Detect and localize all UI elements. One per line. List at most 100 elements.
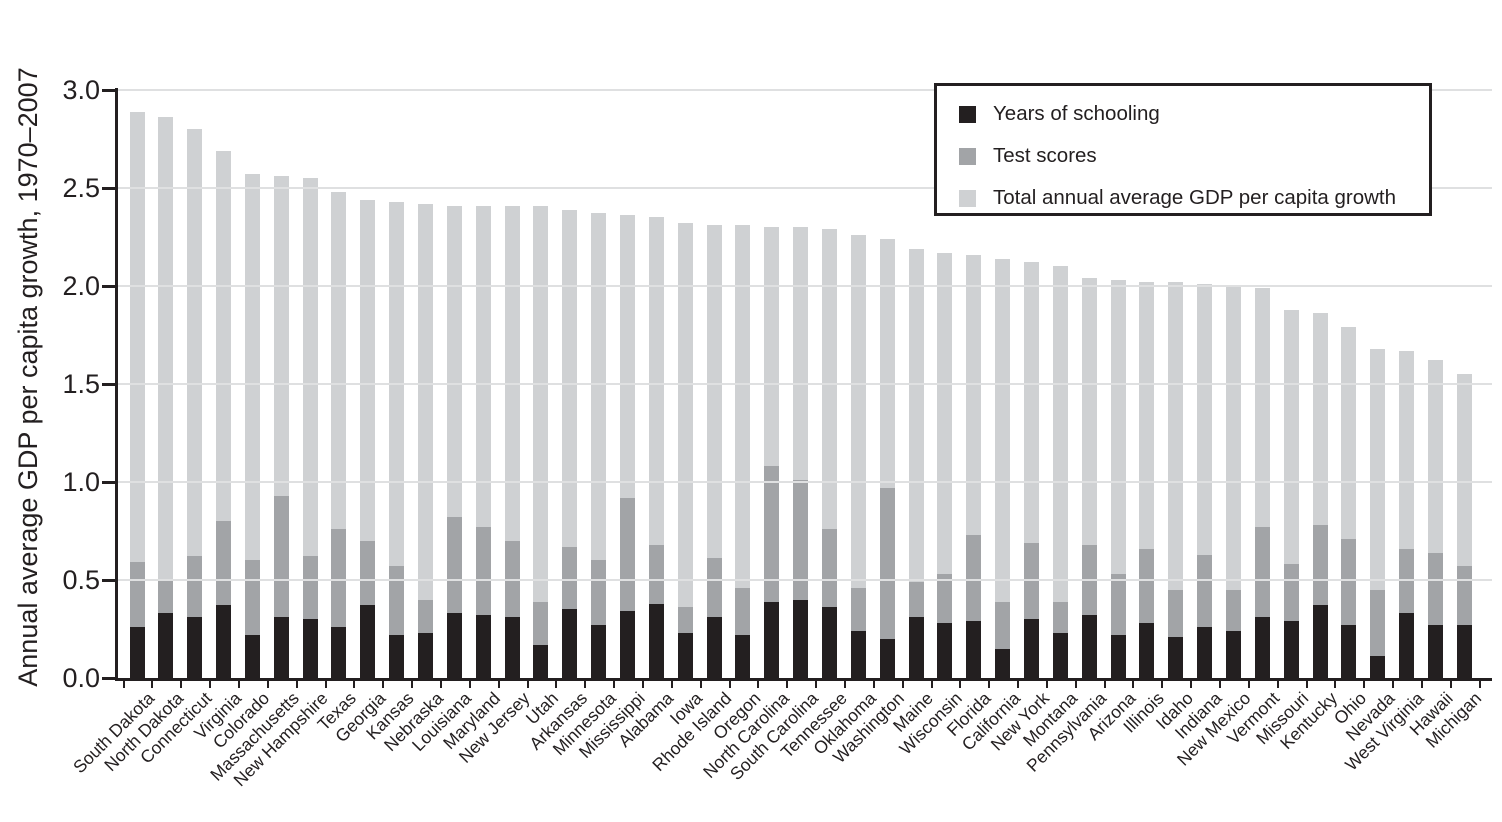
bar-hawaii-test-scores-segment (1427, 552, 1443, 626)
x-tick (439, 678, 442, 688)
bar-washington-schooling-segment (879, 638, 895, 678)
x-tick (699, 678, 702, 688)
bar-florida-schooling-segment (966, 621, 982, 678)
bar-montana-test-scores-segment (1052, 601, 1068, 633)
gridline (118, 89, 1492, 91)
bar-indiana-test-scores-segment (1197, 554, 1213, 628)
bar-new-mexico-schooling-segment (1225, 630, 1241, 678)
x-tick (1190, 678, 1193, 688)
bar-oregon-total-remainder-segment (735, 225, 751, 588)
bar-washington-total-remainder-segment (879, 238, 895, 488)
x-tick (209, 678, 212, 688)
bar-massachusetts-total-remainder-segment (273, 176, 289, 496)
bar-rhode-island-test-scores-segment (706, 558, 722, 618)
x-tick (728, 678, 731, 688)
bar-north-dakota-schooling-segment (158, 613, 174, 678)
bar-michigan-test-scores-segment (1456, 566, 1472, 626)
gridline (118, 481, 1492, 483)
bar-rhode-island-total-remainder-segment (706, 225, 722, 559)
bar-utah-test-scores-segment (533, 601, 549, 645)
test-scores-swatch-icon (959, 147, 976, 165)
bar-ohio-total-remainder-segment (1341, 327, 1357, 539)
bar-south-carolina-test-scores-segment (793, 480, 809, 600)
bar-wisconsin-test-scores-segment (937, 574, 953, 624)
bar-rhode-island-schooling-segment (706, 617, 722, 678)
bar-minnesota-test-scores-segment (591, 560, 607, 626)
x-tick (843, 678, 846, 688)
x-tick (1334, 678, 1337, 688)
bar-kansas-test-scores-segment (389, 566, 405, 635)
x-tick (237, 678, 240, 688)
bar-new-jersey-schooling-segment (504, 617, 520, 678)
bar-kentucky-test-scores-segment (1312, 525, 1328, 606)
years-of-schooling-swatch-icon (959, 105, 976, 123)
bar-missouri-test-scores-segment (1283, 564, 1299, 622)
bar-north-dakota-total-remainder-segment (158, 117, 174, 580)
bar-colorado-schooling-segment (244, 634, 260, 678)
x-tick (1305, 678, 1308, 688)
bar-nevada-schooling-segment (1370, 656, 1386, 678)
bar-north-carolina-total-remainder-segment (764, 227, 780, 467)
bar-connecticut-test-scores-segment (187, 556, 203, 618)
bar-maine-schooling-segment (908, 617, 924, 678)
bar-south-dakota-schooling-segment (129, 627, 145, 678)
x-tick (180, 678, 183, 688)
bar-new-mexico-total-remainder-segment (1225, 286, 1241, 590)
y-tick-label: 0.0 (62, 663, 100, 693)
bar-virginia-schooling-segment (216, 605, 232, 678)
y-tick-label: 0.5 (62, 565, 100, 595)
bar-california-total-remainder-segment (995, 258, 1011, 602)
bar-new-hampshire-test-scores-segment (302, 556, 318, 620)
legend-label: Total annual average GDP per capita grow… (993, 186, 1397, 209)
x-tick (295, 678, 298, 688)
bar-virginia-test-scores-segment (216, 521, 232, 606)
y-tick (102, 480, 115, 484)
bar-florida-total-remainder-segment (966, 254, 982, 535)
y-tick-label: 1.5 (62, 369, 100, 399)
bar-new-york-total-remainder-segment (1024, 262, 1039, 543)
bar-california-test-scores-segment (995, 601, 1011, 649)
bar-minnesota-total-remainder-segment (591, 213, 607, 561)
bar-mississippi-schooling-segment (620, 611, 636, 678)
bar-ohio-schooling-segment (1341, 625, 1357, 678)
bar-north-dakota-test-scores-segment (158, 580, 174, 614)
bar-alabama-schooling-segment (648, 603, 664, 678)
bar-idaho-test-scores-segment (1168, 589, 1184, 637)
legend: Years of schooling Test scores Total ann… (934, 83, 1432, 216)
bar-illinois-test-scores-segment (1139, 548, 1155, 624)
bar-utah-schooling-segment (533, 644, 549, 678)
bar-michigan-schooling-segment (1456, 625, 1472, 678)
x-tick (1017, 678, 1020, 688)
bar-maryland-schooling-segment (475, 615, 491, 678)
y-tick (102, 382, 115, 386)
x-tick (670, 678, 673, 688)
bar-oklahoma-schooling-segment (850, 630, 866, 678)
bar-hawaii-schooling-segment (1427, 625, 1443, 678)
bar-florida-test-scores-segment (966, 534, 982, 622)
bar-kansas-schooling-segment (389, 634, 405, 678)
x-tick (641, 678, 644, 688)
bar-indiana-schooling-segment (1197, 627, 1213, 678)
x-tick (122, 678, 125, 688)
x-tick (526, 678, 529, 688)
bar-texas-test-scores-segment (331, 529, 347, 628)
bar-oregon-test-scores-segment (735, 587, 751, 635)
x-tick (1247, 678, 1250, 688)
x-tick (757, 678, 760, 688)
y-tick-label: 1.0 (62, 467, 100, 497)
bar-pennsylvania-total-remainder-segment (1081, 278, 1097, 545)
bar-idaho-total-remainder-segment (1168, 282, 1184, 590)
bar-wisconsin-total-remainder-segment (937, 252, 953, 575)
gridline (118, 285, 1492, 287)
bar-ohio-test-scores-segment (1341, 538, 1357, 626)
bar-indiana-total-remainder-segment (1197, 284, 1213, 555)
x-tick (872, 678, 875, 688)
x-tick (786, 678, 789, 688)
bar-vermont-total-remainder-segment (1254, 287, 1270, 528)
bar-south-dakota-total-remainder-segment (129, 111, 145, 563)
bar-georgia-test-scores-segment (360, 540, 376, 606)
x-axis-line (115, 678, 1492, 681)
y-tick (102, 676, 115, 680)
bar-new-york-schooling-segment (1024, 619, 1039, 678)
